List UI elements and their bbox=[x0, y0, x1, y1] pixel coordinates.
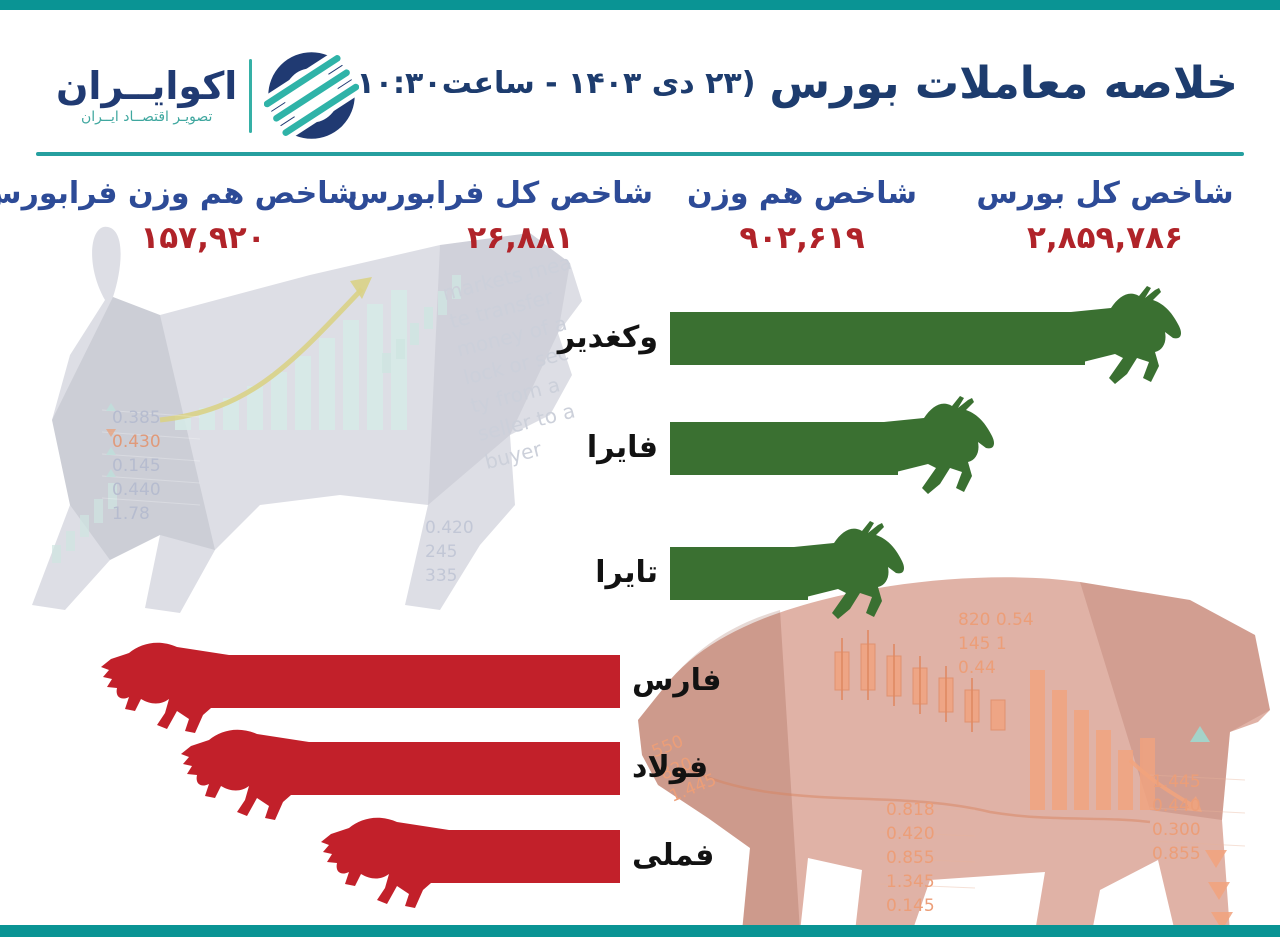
bar-loser-1 bbox=[215, 655, 620, 708]
bar-row-gainer-1 bbox=[670, 286, 1191, 386]
bar-gainer-3 bbox=[670, 547, 808, 600]
page-title: خلاصه معاملات بورس (۲۳ دی ۱۴۰۳ - ساعت۱۰:… bbox=[343, 58, 1238, 109]
bar-loser-3 bbox=[435, 830, 620, 883]
bar-loser-2 bbox=[295, 742, 620, 795]
bar-row-loser-1 bbox=[99, 637, 620, 737]
bar-row-gainer-3 bbox=[670, 521, 914, 621]
stat-value: ۲۶,۸۸۱ bbox=[467, 220, 574, 256]
bar-label-loser-1: فارس bbox=[632, 663, 722, 698]
logo-tagline: تصویـر اقتصــاد ایــران bbox=[80, 109, 213, 126]
header-divider-line bbox=[36, 152, 1244, 156]
logo-name: اکوایــران bbox=[56, 63, 238, 108]
stat-farabourse-equal-weight-index: شاخص هم وزن فرابورس ۱۵۷,۹۲۰ bbox=[0, 176, 358, 256]
bear-icon bbox=[101, 642, 229, 733]
bar-label-loser-3: فملی bbox=[632, 838, 715, 873]
bar-row-loser-2 bbox=[179, 724, 620, 824]
stat-value: ۲,۸۵۹,۷۸۶ bbox=[1027, 220, 1183, 256]
bear-icon bbox=[321, 817, 449, 908]
bar-label-gainer-3: تایرا bbox=[595, 555, 658, 590]
bar-row-loser-3 bbox=[319, 812, 620, 912]
bar-gainer-1 bbox=[670, 312, 1085, 365]
logo-mark-icon bbox=[264, 50, 360, 141]
stat-label: شاخص هم وزن فرابورس bbox=[0, 176, 358, 211]
bar-label-gainer-1: وکغدیر bbox=[557, 320, 658, 355]
bar-label-loser-2: فولاد bbox=[632, 750, 709, 785]
top-teal-band bbox=[0, 0, 1280, 10]
logo-text: اکوایــران تصویـر اقتصــاد ایــران bbox=[56, 63, 238, 126]
stat-value: ۹۰۲,۶۱۹ bbox=[739, 220, 865, 256]
bull-icon bbox=[794, 521, 904, 619]
stat-label: شاخص هم وزن bbox=[686, 176, 918, 211]
stat-value: ۱۵۷,۹۲۰ bbox=[140, 220, 266, 256]
bull-icon bbox=[884, 396, 994, 494]
stat-label: شاخص کل بورس bbox=[976, 176, 1234, 211]
title-date-time: (۲۳ دی ۱۴۰۳ - ساعت۱۰:۳۰) bbox=[343, 66, 756, 101]
bottom-teal-band bbox=[0, 925, 1280, 937]
bear-icon bbox=[181, 729, 309, 820]
bull-icon bbox=[1071, 286, 1181, 384]
logo-divider bbox=[249, 58, 253, 133]
title-main: خلاصه معاملات بورس bbox=[769, 58, 1238, 109]
stat-farabourse-index: شاخص کل فرابورس ۲۶,۸۸۱ bbox=[347, 176, 653, 256]
stat-label: شاخص کل فرابورس bbox=[347, 176, 653, 211]
bar-gainer-2 bbox=[670, 422, 898, 475]
bar-label-gainer-2: فایرا bbox=[586, 430, 658, 465]
ecoiran-logo: اکوایــران تصویـر اقتصــاد ایــران bbox=[56, 48, 360, 143]
stat-total-bourse-index: شاخص کل بورس ۲,۸۵۹,۷۸۶ bbox=[975, 176, 1235, 256]
bar-row-gainer-2 bbox=[670, 396, 1004, 496]
stat-equal-weight-index: شاخص هم وزن ۹۰۲,۶۱۹ bbox=[672, 176, 932, 256]
